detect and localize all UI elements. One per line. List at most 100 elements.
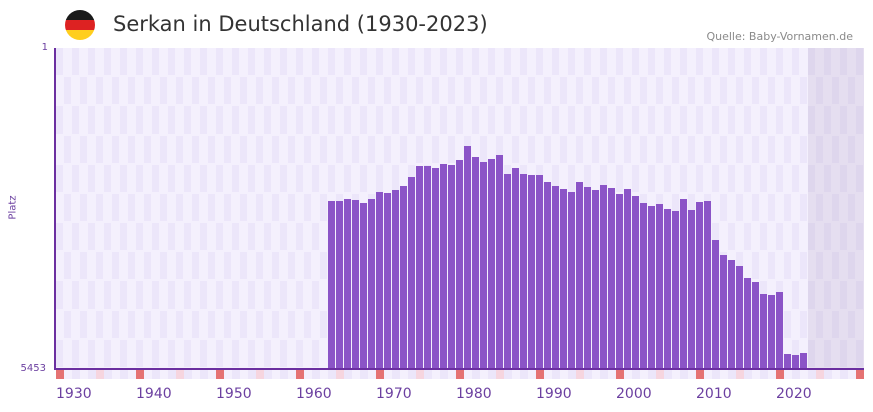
bar-2007[interactable] [672,211,679,369]
bar-1986[interactable] [504,174,511,369]
grid-cell [704,48,711,76]
bar-1993[interactable] [560,189,567,369]
year-marker [232,370,240,379]
grid-cell [848,77,855,105]
bar-1999[interactable] [608,188,615,369]
grid-cell [840,310,847,338]
grid-cell [336,106,343,134]
grid-cell [136,252,143,280]
bar-2017[interactable] [752,282,759,369]
bar-2008[interactable] [680,199,687,369]
bar-2000[interactable] [616,194,623,369]
grid-cell [136,339,143,367]
grid-cell [152,193,159,222]
grid-cell [184,135,191,163]
grid-cell [128,77,135,105]
bar-1983[interactable] [480,162,487,369]
bar-2001[interactable] [624,189,631,369]
bar-2006[interactable] [664,209,671,369]
grid-cell [360,77,367,105]
grid-cell [304,223,311,251]
grid-cell [96,48,103,76]
grid-cell [96,164,103,192]
grid-cell [224,339,231,367]
bar-1997[interactable] [592,190,599,369]
bar-2010[interactable] [696,202,703,369]
grid-cell [472,48,479,76]
bar-1990[interactable] [536,175,543,369]
grid-cell [848,252,855,280]
bar-1965[interactable] [336,201,343,369]
grid-cell [776,135,783,163]
bar-2009[interactable] [688,210,695,369]
bar-2015[interactable] [736,266,743,369]
bar-2016[interactable] [744,278,751,369]
bar-1980[interactable] [456,160,463,369]
grid-cell [160,106,167,134]
bar-1982[interactable] [472,157,479,369]
bar-1966[interactable] [344,199,351,369]
bar-2023[interactable] [800,353,807,369]
bar-2022[interactable] [792,355,799,369]
year-marker [368,370,376,379]
bar-2020[interactable] [776,292,783,369]
bar-2011[interactable] [704,201,711,369]
bar-1998[interactable] [600,185,607,369]
bar-2003[interactable] [640,203,647,369]
grid-cell [400,48,407,76]
bar-2019[interactable] [768,295,775,369]
bar-1969[interactable] [368,199,375,369]
bar-1973[interactable] [400,186,407,369]
grid-cell [392,135,399,163]
grid-cell [816,252,823,280]
bar-1996[interactable] [584,187,591,369]
bar-2004[interactable] [648,206,655,369]
bar-2018[interactable] [760,294,767,369]
grid-cell [840,48,847,76]
grid-cell [88,252,95,280]
bar-1981[interactable] [464,146,471,369]
year-marker [832,370,840,379]
bar-1994[interactable] [568,192,575,369]
bar-1995[interactable] [576,182,583,369]
bar-2005[interactable] [656,204,663,369]
bar-2021[interactable] [784,354,791,369]
year-marker [792,370,800,379]
bar-1991[interactable] [544,182,551,369]
bar-1988[interactable] [520,174,527,369]
bar-2014[interactable] [728,260,735,369]
bar-1967[interactable] [352,200,359,369]
bar-1989[interactable] [528,175,535,369]
grid-cell [800,252,807,280]
bar-1979[interactable] [448,165,455,369]
bar-1992[interactable] [552,186,559,369]
bar-1976[interactable] [424,166,431,369]
bar-1964[interactable] [328,201,335,369]
bar-1972[interactable] [392,190,399,369]
grid-cell [432,48,439,76]
grid-cell [64,77,71,105]
bar-1975[interactable] [416,166,423,369]
bar-2012[interactable] [712,240,719,369]
grid-cell [384,164,391,192]
bar-1974[interactable] [408,177,415,369]
grid-cell [256,164,263,192]
bar-1970[interactable] [376,192,383,369]
grid-cell [792,252,799,280]
grid-cell [760,106,767,134]
bar-2002[interactable] [632,196,639,369]
grid-cell [112,252,119,280]
bar-1977[interactable] [432,168,439,369]
bar-2013[interactable] [720,255,727,369]
bar-1987[interactable] [512,168,519,369]
bar-1984[interactable] [488,159,495,369]
grid-cell [504,135,511,163]
grid-cell [664,77,671,105]
bar-1985[interactable] [496,155,503,369]
bar-1971[interactable] [384,193,391,369]
bar-1968[interactable] [360,203,367,369]
grid-cell [552,106,559,134]
grid-cell [328,77,335,105]
bar-1978[interactable] [440,164,447,369]
grid-cell [208,252,215,280]
